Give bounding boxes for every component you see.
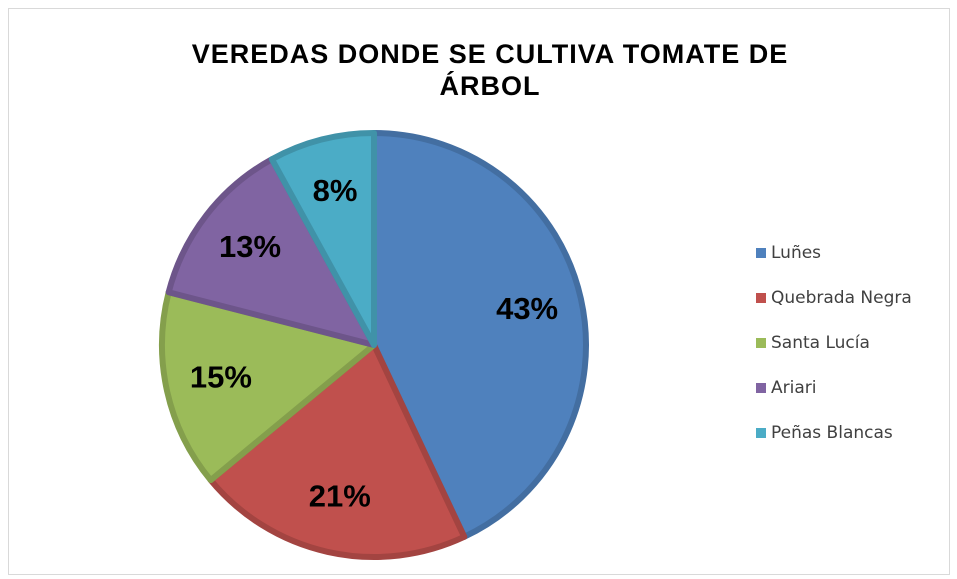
pie-slice <box>371 130 589 540</box>
data-label: 43% <box>496 291 558 326</box>
chart-title: VEREDAS DONDE SE CULTIVA TOMATE DE ÁRBOL <box>191 39 789 101</box>
legend-label: Ariari <box>771 378 816 398</box>
legend-label: Peñas Blancas <box>771 423 893 443</box>
legend-swatch <box>756 428 766 438</box>
pie-slice <box>207 342 468 560</box>
pie-slice <box>268 130 377 348</box>
data-label: 8% <box>313 173 358 208</box>
legend-swatch <box>756 248 766 258</box>
legend-label: Luñes <box>771 243 821 263</box>
pie-slice <box>165 156 377 348</box>
legend-swatch <box>756 293 766 303</box>
pie-slice <box>159 289 377 484</box>
data-label: 21% <box>309 478 371 513</box>
legend-swatch <box>756 383 766 393</box>
data-label: 15% <box>190 359 252 394</box>
legend-label: Quebrada Negra <box>771 288 912 308</box>
legend-swatch <box>756 338 766 348</box>
data-label: 13% <box>219 229 281 264</box>
legend-label: Santa Lucía <box>771 333 870 353</box>
